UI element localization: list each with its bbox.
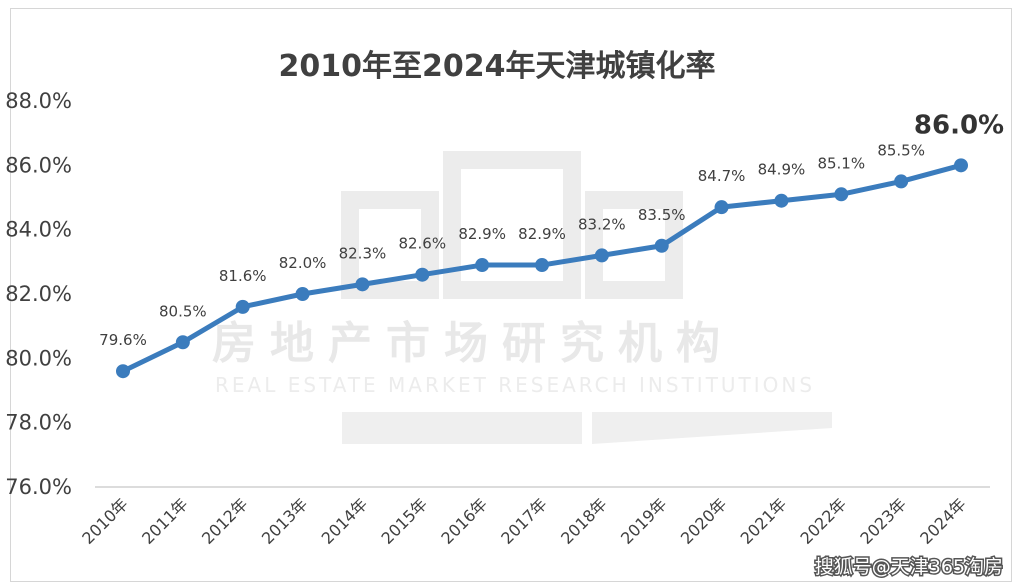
source-credit: 搜狐号@天津365淘房 bbox=[815, 556, 1003, 578]
x-tick-label: 2021年 bbox=[737, 494, 791, 548]
data-label: 82.6% bbox=[398, 235, 446, 253]
y-tick-label: 78.0% bbox=[5, 411, 72, 435]
data-point bbox=[654, 238, 669, 253]
data-label: 80.5% bbox=[159, 302, 207, 320]
data-label: 82.9% bbox=[458, 225, 506, 243]
data-label: 81.6% bbox=[219, 267, 267, 285]
data-label: 83.2% bbox=[578, 215, 626, 233]
x-tick-label: 2016年 bbox=[437, 494, 491, 548]
watermark: 房地产市场研究机构 REAL ESTATE MARKET RESEARCH IN… bbox=[212, 151, 832, 444]
x-tick-label: 2015年 bbox=[378, 494, 432, 548]
watermark-en-text: REAL ESTATE MARKET RESEARCH INSTITUTIONS bbox=[215, 373, 815, 397]
y-tick-label: 86.0% bbox=[5, 153, 72, 177]
data-point bbox=[714, 200, 729, 215]
data-point bbox=[535, 258, 549, 273]
watermark-base-shape-right bbox=[592, 412, 832, 444]
data-labels: 79.6% 80.5% 81.6% 82.0% 82.3% 82.6% 82.9% 82.9%… bbox=[99, 110, 1004, 349]
data-point bbox=[295, 287, 310, 301]
x-axis: 2010年 2011年 2012年 2013年 2014年 2015年 2016年 2017年… bbox=[78, 494, 970, 548]
y-tick-label: 80.0% bbox=[5, 346, 72, 370]
data-point bbox=[594, 248, 609, 263]
x-tick-label: 2011年 bbox=[138, 494, 192, 548]
data-label: 82.0% bbox=[279, 254, 327, 272]
data-point bbox=[774, 193, 789, 208]
data-point bbox=[954, 158, 968, 173]
data-point bbox=[116, 364, 130, 379]
data-point bbox=[415, 267, 430, 282]
data-label: 82.9% bbox=[518, 225, 566, 243]
x-tick-label: 2024年 bbox=[916, 494, 970, 548]
data-label: 84.9% bbox=[758, 161, 806, 179]
data-point bbox=[894, 174, 909, 189]
data-label: 84.7% bbox=[698, 167, 746, 185]
y-tick-label: 88.0% bbox=[5, 89, 72, 113]
data-point bbox=[355, 277, 370, 292]
data-point bbox=[175, 335, 190, 350]
y-tick-label: 76.0% bbox=[5, 475, 72, 499]
x-tick-label: 2018年 bbox=[557, 494, 611, 548]
watermark-cn-text: 房地产市场研究机构 bbox=[212, 318, 734, 369]
x-tick-label: 2012年 bbox=[198, 494, 252, 548]
series bbox=[116, 158, 968, 379]
data-point bbox=[475, 258, 490, 273]
x-tick-label: 2013年 bbox=[258, 494, 312, 548]
x-tick-label: 2014年 bbox=[318, 494, 372, 548]
data-label: 82.3% bbox=[339, 244, 387, 262]
data-point bbox=[235, 299, 250, 314]
x-tick-label: 2023年 bbox=[856, 494, 910, 548]
x-tick-label: 2017年 bbox=[497, 494, 551, 548]
x-tick-label: 2022年 bbox=[797, 494, 851, 548]
y-tick-label: 84.0% bbox=[5, 218, 72, 242]
chart-frame bbox=[10, 8, 1012, 582]
x-tick-label: 2019年 bbox=[617, 494, 671, 548]
data-label: 83.5% bbox=[638, 206, 686, 224]
data-label: 79.6% bbox=[99, 331, 147, 349]
data-label-highlight: 86.0% bbox=[914, 110, 1004, 140]
data-label: 85.5% bbox=[877, 141, 925, 159]
x-tick-label: 2010年 bbox=[78, 494, 132, 548]
chart-title: 2010年至2024年天津城镇化率 bbox=[279, 49, 716, 84]
data-point bbox=[834, 187, 849, 202]
y-axis: 76.0% 78.0% 80.0% 82.0% 84.0% 86.0% 88.0% bbox=[5, 89, 72, 499]
x-tick-label: 2020年 bbox=[677, 494, 731, 548]
watermark-logo bbox=[341, 151, 683, 299]
y-tick-label: 82.0% bbox=[5, 282, 72, 306]
watermark-base-shape bbox=[342, 412, 582, 444]
data-label: 85.1% bbox=[817, 154, 865, 172]
